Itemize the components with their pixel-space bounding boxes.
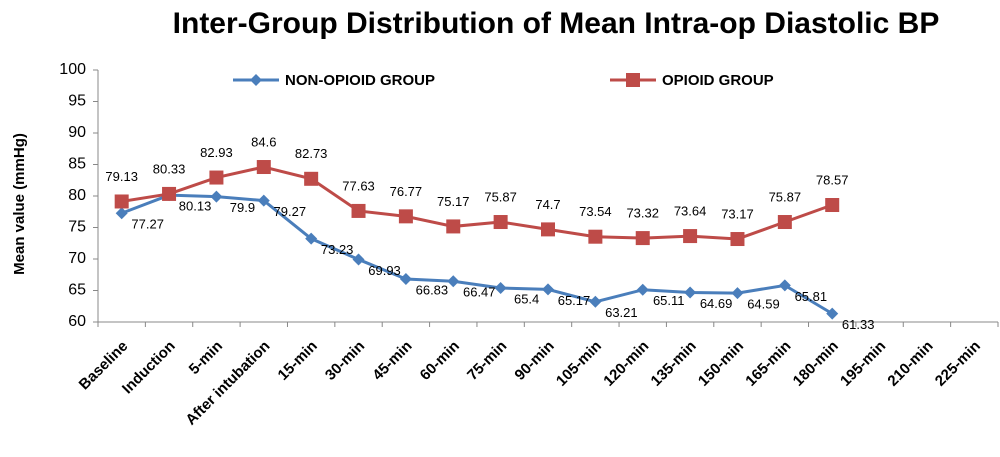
data-label: 65.11 [653, 293, 685, 308]
data-label: 73.32 [626, 206, 659, 221]
x-tick-label: 225-min [932, 338, 984, 390]
data-label: 80.13 [179, 199, 212, 214]
marker [683, 229, 698, 244]
marker [541, 222, 555, 237]
marker [588, 229, 603, 244]
y-tick-label: 80 [68, 187, 86, 204]
y-tick-label: 65 [68, 282, 86, 299]
data-label: 65.4 [514, 291, 539, 306]
data-label: 79.9 [230, 200, 255, 215]
x-tick-label: 75-min [464, 338, 510, 384]
y-tick-label: 75 [68, 219, 86, 236]
y-tick-label: 100 [59, 61, 86, 78]
x-tick-label: 120-min [600, 338, 652, 390]
x-tick-label: 5-min [186, 338, 226, 378]
marker [684, 286, 697, 299]
data-label: 73.54 [579, 204, 612, 219]
chart-title: Inter-Group Distribution of Mean Intra-o… [172, 7, 940, 40]
data-label: 78.57 [816, 172, 849, 187]
data-label: 82.73 [295, 146, 328, 161]
data-label: 74.7 [535, 197, 560, 212]
marker [210, 190, 223, 203]
marker [257, 194, 270, 207]
legend-label: OPIOID GROUP [662, 72, 774, 89]
x-tick-label: 135-min [648, 338, 700, 390]
marker [398, 209, 413, 224]
marker [304, 171, 319, 186]
marker [352, 253, 365, 266]
y-tick-label: 95 [68, 93, 86, 110]
data-label: 80.33 [153, 161, 186, 176]
marker [162, 186, 177, 201]
data-label: 77.27 [131, 217, 164, 232]
marker [447, 275, 460, 288]
x-tick-label: 30-min [322, 338, 368, 384]
data-label: 73.64 [674, 204, 707, 219]
marker [635, 231, 650, 246]
marker [209, 170, 224, 185]
marker [777, 215, 792, 230]
marker [351, 203, 366, 218]
marker [825, 198, 840, 213]
data-label: 63.21 [605, 305, 638, 320]
data-label: 75.17 [437, 194, 470, 209]
data-label: 64.69 [700, 296, 733, 311]
marker [778, 279, 791, 292]
data-label: 73.23 [321, 242, 354, 257]
marker [589, 295, 602, 308]
series-line [121, 193, 833, 315]
x-tick-label: 15-min [275, 338, 321, 384]
data-label: 66.83 [416, 282, 449, 297]
legend-label: NON-OPIOID GROUP [285, 72, 435, 89]
marker [305, 232, 318, 245]
data-label: 61.33 [842, 317, 875, 332]
legend-marker [626, 73, 640, 87]
marker [256, 160, 271, 175]
data-label: 66.47 [463, 285, 496, 300]
marker [730, 232, 745, 247]
x-tick-label: 45-min [369, 338, 415, 384]
marker [399, 272, 412, 285]
data-label: 84.6 [251, 134, 276, 149]
marker [542, 283, 554, 296]
x-tick-label: 180-min [790, 338, 842, 390]
legend-marker [250, 74, 262, 86]
x-tick-label: 150-min [695, 338, 747, 390]
y-tick-label: 70 [68, 250, 86, 267]
data-label: 69.93 [368, 263, 401, 278]
y-tick-label: 85 [68, 156, 86, 173]
x-tick-label: 60-min [417, 338, 463, 384]
data-label: 75.87 [769, 189, 802, 204]
x-tick-label: 90-min [511, 338, 557, 384]
marker [114, 194, 129, 209]
data-label: 65.17 [558, 293, 591, 308]
marker [446, 219, 461, 234]
data-label: 64.59 [747, 297, 780, 312]
x-tick-label: 165-min [742, 338, 794, 390]
data-label: 76.77 [390, 184, 423, 199]
data-label: 79.27 [274, 204, 307, 219]
data-label: 82.93 [200, 145, 233, 160]
y-tick-label: 90 [68, 124, 86, 141]
x-tick-label: 210-min [884, 338, 936, 390]
marker [115, 207, 128, 220]
data-label: 77.63 [342, 178, 375, 193]
x-tick-label: 105-min [553, 338, 605, 390]
y-axis-label: Mean value (mmHg) [11, 133, 28, 275]
data-label: 79.13 [105, 169, 138, 184]
marker [493, 215, 508, 230]
series-line [121, 165, 833, 241]
data-label: 65.81 [795, 289, 828, 304]
marker [494, 281, 507, 294]
x-tick-label: 195-min [837, 338, 889, 390]
x-tick-label: After intubation [182, 338, 273, 429]
data-label: 75.87 [484, 189, 517, 204]
marker [731, 287, 744, 300]
marker [826, 307, 839, 320]
y-tick-label: 60 [68, 313, 86, 330]
data-label: 73.17 [721, 206, 754, 221]
marker [636, 283, 649, 296]
